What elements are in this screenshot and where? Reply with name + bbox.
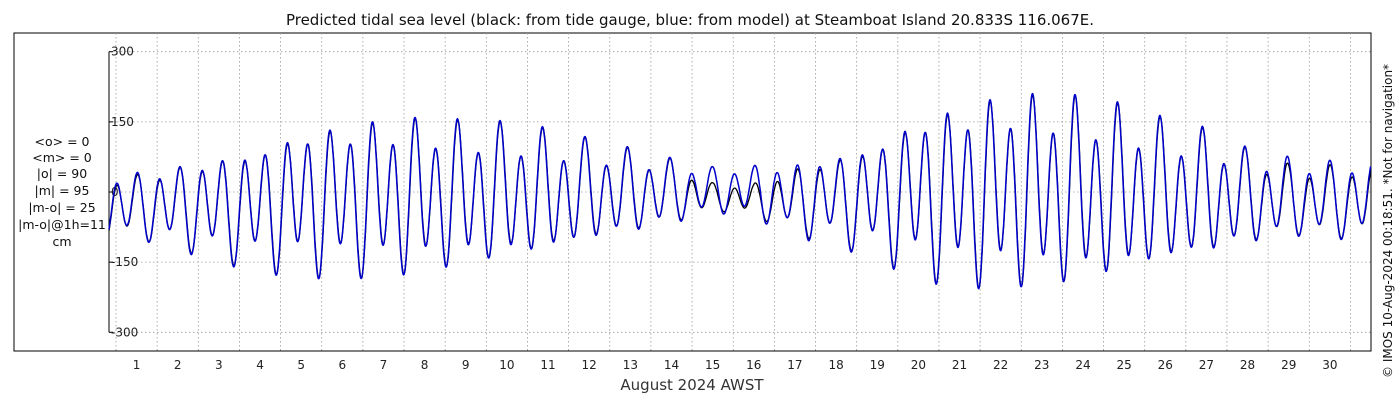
x-tick-label: 4 (256, 358, 264, 372)
stat-units: cm (52, 234, 71, 249)
x-tick-label: 26 (1158, 358, 1173, 372)
x-tick-label: 30 (1322, 358, 1337, 372)
x-axis-label: August 2024 AWST (620, 376, 764, 394)
x-tick-label: 9 (462, 358, 470, 372)
stat-abs-diff-1h: |m-o|@1h=11 (18, 217, 106, 232)
x-tick-label: 6 (338, 358, 346, 372)
x-tick-label: 20 (911, 358, 926, 372)
x-tick-label: 5 (297, 358, 305, 372)
stats-block: <o> = 0 <m> = 0 |o| = 90 |m| = 95 |m-o| … (18, 134, 106, 249)
x-tick-label: 10 (499, 358, 514, 372)
series-lines (108, 92, 1372, 290)
x-tick-label: 25 (1116, 358, 1131, 372)
x-tick-label: 16 (746, 358, 761, 372)
y-tick-label: 150 (111, 115, 134, 129)
y-tick-label: 300 (111, 45, 134, 59)
stat-mean-obs: <o> = 0 (35, 134, 90, 149)
x-tick-label: 11 (540, 358, 555, 372)
x-tick-label: 14 (664, 358, 679, 372)
x-tick-label: 27 (1199, 358, 1214, 372)
chart-title: Predicted tidal sea level (black: from t… (286, 11, 1094, 29)
x-tick-label: 28 (1240, 358, 1255, 372)
copyright-notice: © IMOS 10-Aug-2024 00:18:51. *Not for na… (1381, 64, 1395, 378)
stat-abs-diff: |m-o| = 25 (28, 200, 95, 215)
x-tick-label: 7 (380, 358, 388, 372)
x-tick-label: 22 (993, 358, 1008, 372)
x-tick-label: 1 (133, 358, 141, 372)
x-tick-label: 3 (215, 358, 223, 372)
x-tick-label: 13 (623, 358, 638, 372)
x-tick-label: 19 (870, 358, 885, 372)
x-tick-label: 15 (705, 358, 720, 372)
x-tick-label: 12 (582, 358, 597, 372)
x-tick-label: 24 (1075, 358, 1090, 372)
x-axis: 1 2 3 4 5 6 7 8 9 10 11 12 13 14 15 16 17 18 19 20 21 22 23 24 2… (133, 358, 1338, 372)
x-tick-label: 18 (828, 358, 843, 372)
series-line-model (108, 92, 1372, 290)
x-tick-label: 29 (1281, 358, 1296, 372)
stat-abs-model: |m| = 95 (35, 183, 90, 198)
grid-lines (109, 33, 1371, 351)
y-tick-label: -300 (111, 325, 138, 339)
x-tick-label: 8 (421, 358, 429, 372)
x-tick-label: 23 (1034, 358, 1049, 372)
y-tick-label: -150 (111, 255, 138, 269)
x-tick-label: 21 (952, 358, 967, 372)
stat-abs-obs: |o| = 90 (37, 166, 87, 181)
x-tick-label: 17 (787, 358, 802, 372)
outer-frame (13, 32, 1372, 352)
x-tick-label: 2 (174, 358, 182, 372)
stat-mean-model: <m> = 0 (32, 150, 92, 165)
